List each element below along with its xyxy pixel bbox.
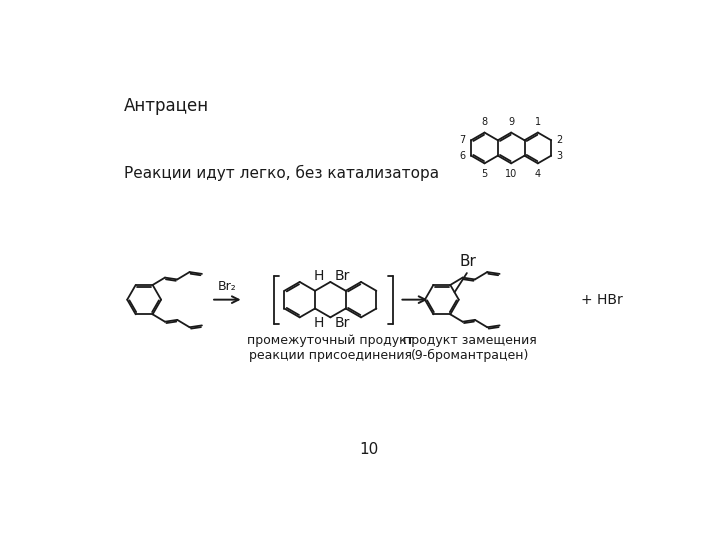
Text: H: H [314, 269, 324, 283]
Text: 6: 6 [459, 151, 466, 161]
Text: Антрацен: Антрацен [124, 97, 210, 115]
Text: 5: 5 [482, 168, 487, 179]
Text: Br: Br [334, 269, 350, 283]
Text: Br: Br [334, 316, 350, 330]
Text: 4: 4 [535, 168, 541, 179]
Text: 1: 1 [535, 117, 541, 127]
Text: 3: 3 [557, 151, 563, 161]
Text: H: H [314, 316, 324, 330]
Text: Br₂: Br₂ [218, 280, 237, 294]
Text: Br: Br [460, 254, 477, 269]
Text: 9: 9 [508, 117, 514, 127]
Text: 10: 10 [505, 168, 517, 179]
Text: 10: 10 [359, 442, 379, 457]
Text: Реакции идут легко, без катализатора: Реакции идут легко, без катализатора [124, 165, 439, 181]
Text: промежуточный продукт
реакции присоединения: промежуточный продукт реакции присоедине… [247, 334, 414, 362]
Text: продукт замещения
(9-бромантрацен): продукт замещения (9-бромантрацен) [403, 334, 537, 362]
Text: 8: 8 [482, 117, 487, 127]
Text: + HBr: + HBr [581, 293, 623, 307]
Text: 7: 7 [459, 135, 466, 145]
Text: 2: 2 [557, 135, 563, 145]
